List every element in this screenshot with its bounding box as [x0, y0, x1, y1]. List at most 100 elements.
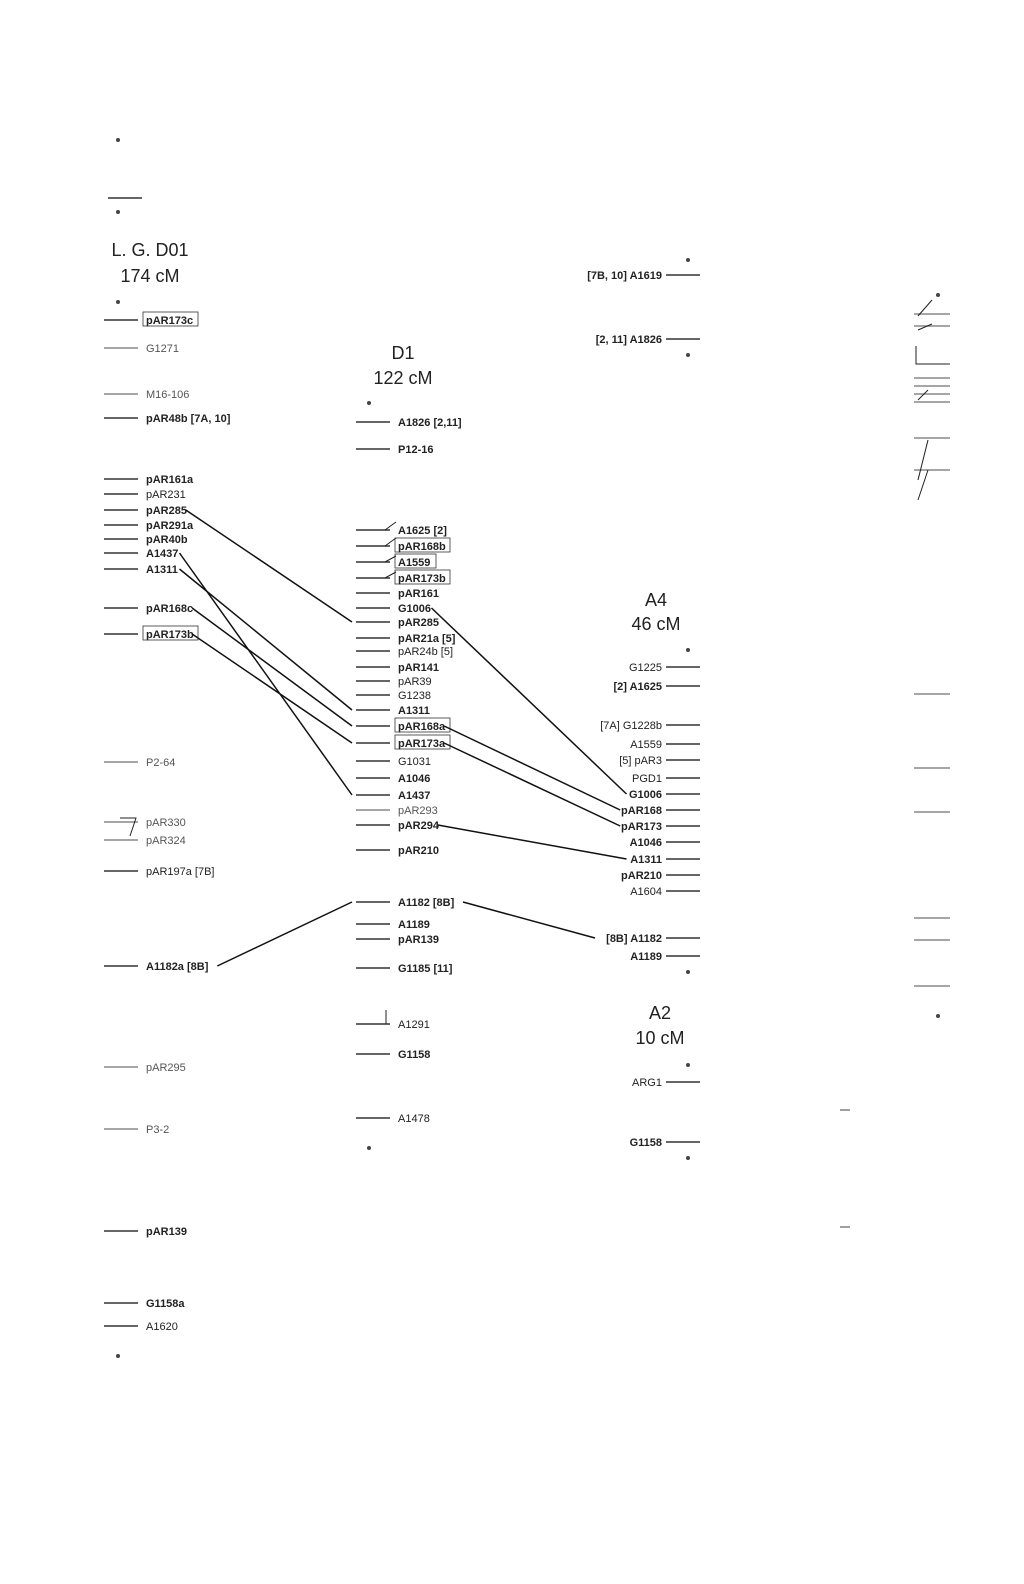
leader-line [917, 299, 933, 317]
leader-line [120, 817, 137, 837]
marker-label-par21a: pAR21a [5] [398, 633, 456, 645]
marker-label-par285: pAR285 [146, 505, 187, 517]
telomere-dot [686, 970, 690, 974]
group-length-d01: 174 cM [120, 266, 179, 286]
marker-label-a1046: A1046 [398, 773, 430, 785]
marker-box [142, 311, 199, 327]
marker-label-par173b: pAR173b [146, 629, 194, 641]
homology-line-par285-to-par285 [185, 509, 353, 623]
marker-label-par24b: pAR24b [5] [398, 646, 453, 658]
marker-label-par173b: pAR173b [398, 573, 446, 585]
telomere-dot [116, 138, 120, 142]
homology-line-a1182-to-a1182 [462, 901, 596, 939]
leader-line [917, 389, 929, 401]
telomere-dot [686, 1063, 690, 1067]
marker-label-par293: pAR293 [398, 805, 438, 817]
marker-label-a1826: A1826 [2,11] [398, 417, 462, 429]
telomere-dot [367, 401, 371, 405]
marker-label-a1189: A1189 [398, 919, 430, 931]
marker-label-par161a: pAR161a [146, 474, 194, 486]
homology-line-par294-to-a1311 [437, 824, 627, 860]
marker-label-par231: pAR231 [146, 489, 186, 501]
telomere-dot [936, 293, 940, 297]
leader-line [384, 555, 397, 563]
marker-label-a1189: A1189 [630, 951, 662, 963]
marker-label-g1225: G1225 [629, 662, 662, 674]
marker-label-g1158: G1158 [630, 1137, 662, 1149]
marker-box [394, 537, 451, 553]
marker-label-par295: pAR295 [146, 1062, 186, 1074]
marker-label-par168: pAR168 [621, 805, 662, 817]
marker-label-g1006: G1006 [629, 789, 662, 801]
leader-line [917, 439, 929, 481]
group-title-a4: A4 [645, 590, 667, 610]
marker-label-par285: pAR285 [398, 617, 439, 629]
marker-label-g1238: G1238 [398, 690, 431, 702]
telomere-dot [686, 1156, 690, 1160]
marker-label-par197a: pAR197a [7B] [146, 866, 215, 878]
marker-label-a1437: A1437 [146, 548, 178, 560]
marker-box [142, 625, 199, 641]
marker-label-par291a: pAR291a [146, 520, 194, 532]
marker-label-g1031: G1031 [398, 756, 431, 768]
marker-label-par330: pAR330 [146, 817, 186, 829]
marker-label-g1158: G1158 [398, 1049, 430, 1061]
homology-line-a1311-to-a1311 [179, 568, 353, 711]
marker-label-par141: pAR141 [398, 662, 439, 674]
marker-label-par39: pAR39 [398, 676, 432, 688]
marker-label-par40b: pAR40b [146, 534, 188, 546]
marker-label-par168b: pAR168b [398, 541, 446, 553]
telomere-dot [686, 648, 690, 652]
leader-line [917, 469, 929, 501]
marker-label-g1158a: G1158a [146, 1298, 185, 1310]
marker-label-a1291: A1291 [398, 1019, 430, 1031]
marker-label-a1604: A1604 [630, 886, 662, 898]
marker-label-a1559: A1559 [398, 557, 430, 569]
marker-label-a1619: [7B, 10] A1619 [587, 270, 662, 282]
leader-line [384, 521, 397, 531]
homology-line-a1182a-to-a1182 [216, 901, 353, 967]
marker-label-par173a: pAR173a [398, 738, 446, 750]
marker-label-par168a: pAR168a [398, 721, 446, 733]
marker-label-g1228b: [7A] G1228b [600, 720, 662, 732]
marker-label-a1625: A1625 [2] [398, 525, 447, 537]
leader-line [384, 571, 397, 579]
marker-label-a1046: A1046 [630, 837, 662, 849]
group-title-d1: D1 [391, 343, 414, 363]
marker-label-p3-2: P3-2 [146, 1124, 169, 1136]
marker-label-a1182a: A1182a [8B] [146, 961, 209, 973]
homology-line-par173a-to-par173 [443, 742, 621, 827]
marker-label-a1826: [2, 11] A1826 [596, 334, 662, 346]
marker-label-g1271: G1271 [146, 343, 179, 355]
marker-label-a1478: A1478 [398, 1113, 430, 1125]
marker-label-arg1: ARG1 [632, 1077, 662, 1089]
marker-box [394, 553, 437, 569]
marker-label-a1559: A1559 [630, 739, 662, 751]
marker-label-par210: pAR210 [398, 845, 439, 857]
group-length-d1: 122 cM [373, 368, 432, 388]
marker-label-par324: pAR324 [146, 835, 186, 847]
marker-label-p12-16: P12-16 [398, 444, 433, 456]
homology-line-g1006-to-g1006 [430, 607, 628, 795]
telomere-dot [367, 1146, 371, 1150]
telomere-dot [116, 210, 120, 214]
telomere-dot [116, 300, 120, 304]
group-length-a2: 10 cM [635, 1028, 684, 1048]
marker-box [394, 717, 451, 733]
marker-label-g1185: G1185 [11] [398, 963, 453, 975]
marker-label-pgd1: PGD1 [632, 773, 662, 785]
marker-label-par48b: pAR48b [7A, 10] [146, 413, 231, 425]
marker-label-m16-106: M16-106 [146, 389, 189, 401]
marker-label-par168c: pAR168c [146, 603, 193, 615]
group-title-a2: A2 [649, 1003, 671, 1023]
telomere-dot [686, 258, 690, 262]
leader-line [915, 346, 950, 365]
marker-label-par139: pAR139 [398, 934, 439, 946]
marker-label-a1182: A1182 [8B] [398, 897, 455, 909]
marker-label-p2-64: P2-64 [146, 757, 175, 769]
telomere-dot [686, 353, 690, 357]
marker-label-par3: [5] pAR3 [619, 755, 662, 767]
marker-label-par210: pAR210 [621, 870, 662, 882]
